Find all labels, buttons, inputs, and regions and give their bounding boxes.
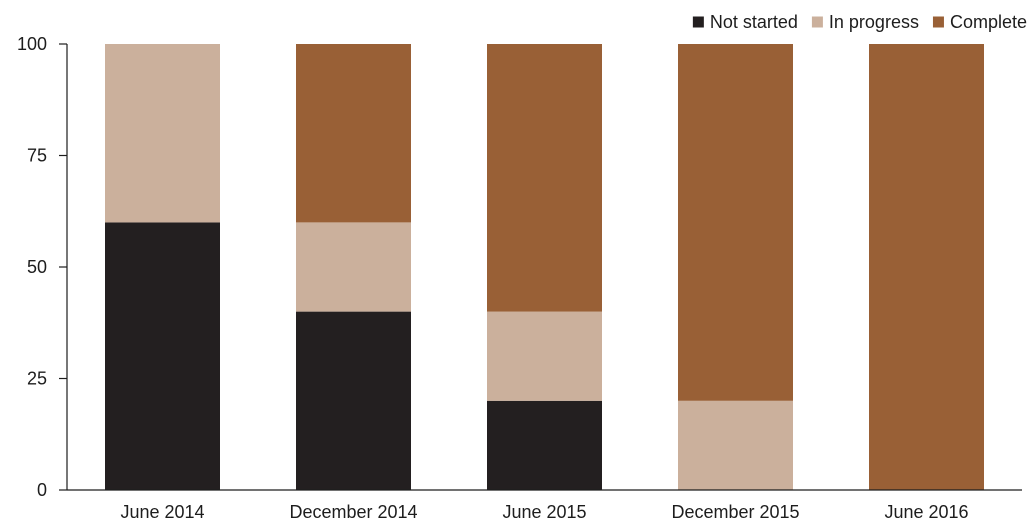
axes-group: June 2014 December 2014 June 2015 December … (17, 34, 1022, 522)
bar-june-2014-in-progress (105, 44, 220, 223)
y-tick-label-50: 50 (27, 257, 47, 277)
legend-label-not-started: Not started (710, 12, 798, 32)
x-tick-label-june-2014: June 2014 (120, 502, 204, 522)
y-tick-label-0: 0 (37, 480, 47, 500)
bar-december-2015-complete (678, 44, 793, 401)
bar-december-2014-not-started (296, 311, 411, 490)
bar-december-2014-complete (296, 44, 411, 223)
y-tick-label-75: 75 (27, 146, 47, 166)
legend-swatch-complete (932, 16, 944, 28)
bar-june-2015-complete (487, 44, 602, 312)
bar-june-2014-not-started (105, 222, 220, 490)
bar-june-2016-complete (869, 44, 984, 490)
legend-label-in-progress: In progress (829, 12, 919, 32)
legend: Not started In progress Complete (692, 12, 1027, 32)
y-tick-label-25: 25 (27, 369, 47, 389)
bar-december-2014-in-progress (296, 222, 411, 312)
bars-group (105, 44, 984, 490)
bar-june-2015-in-progress (487, 311, 602, 401)
legend-label-complete: Complete (950, 12, 1027, 32)
legend-swatch-in-progress (811, 16, 823, 28)
legend-swatch-not-started (692, 16, 704, 28)
bar-december-2015-in-progress (678, 400, 793, 490)
x-tick-label-december-2015: December 2015 (671, 502, 799, 522)
x-tick-label-december-2014: December 2014 (289, 502, 417, 522)
x-tick-label-june-2015: June 2015 (502, 502, 586, 522)
bar-june-2015-not-started (487, 400, 602, 490)
y-tick-label-100: 100 (17, 34, 47, 54)
x-tick-label-june-2016: June 2016 (884, 502, 968, 522)
